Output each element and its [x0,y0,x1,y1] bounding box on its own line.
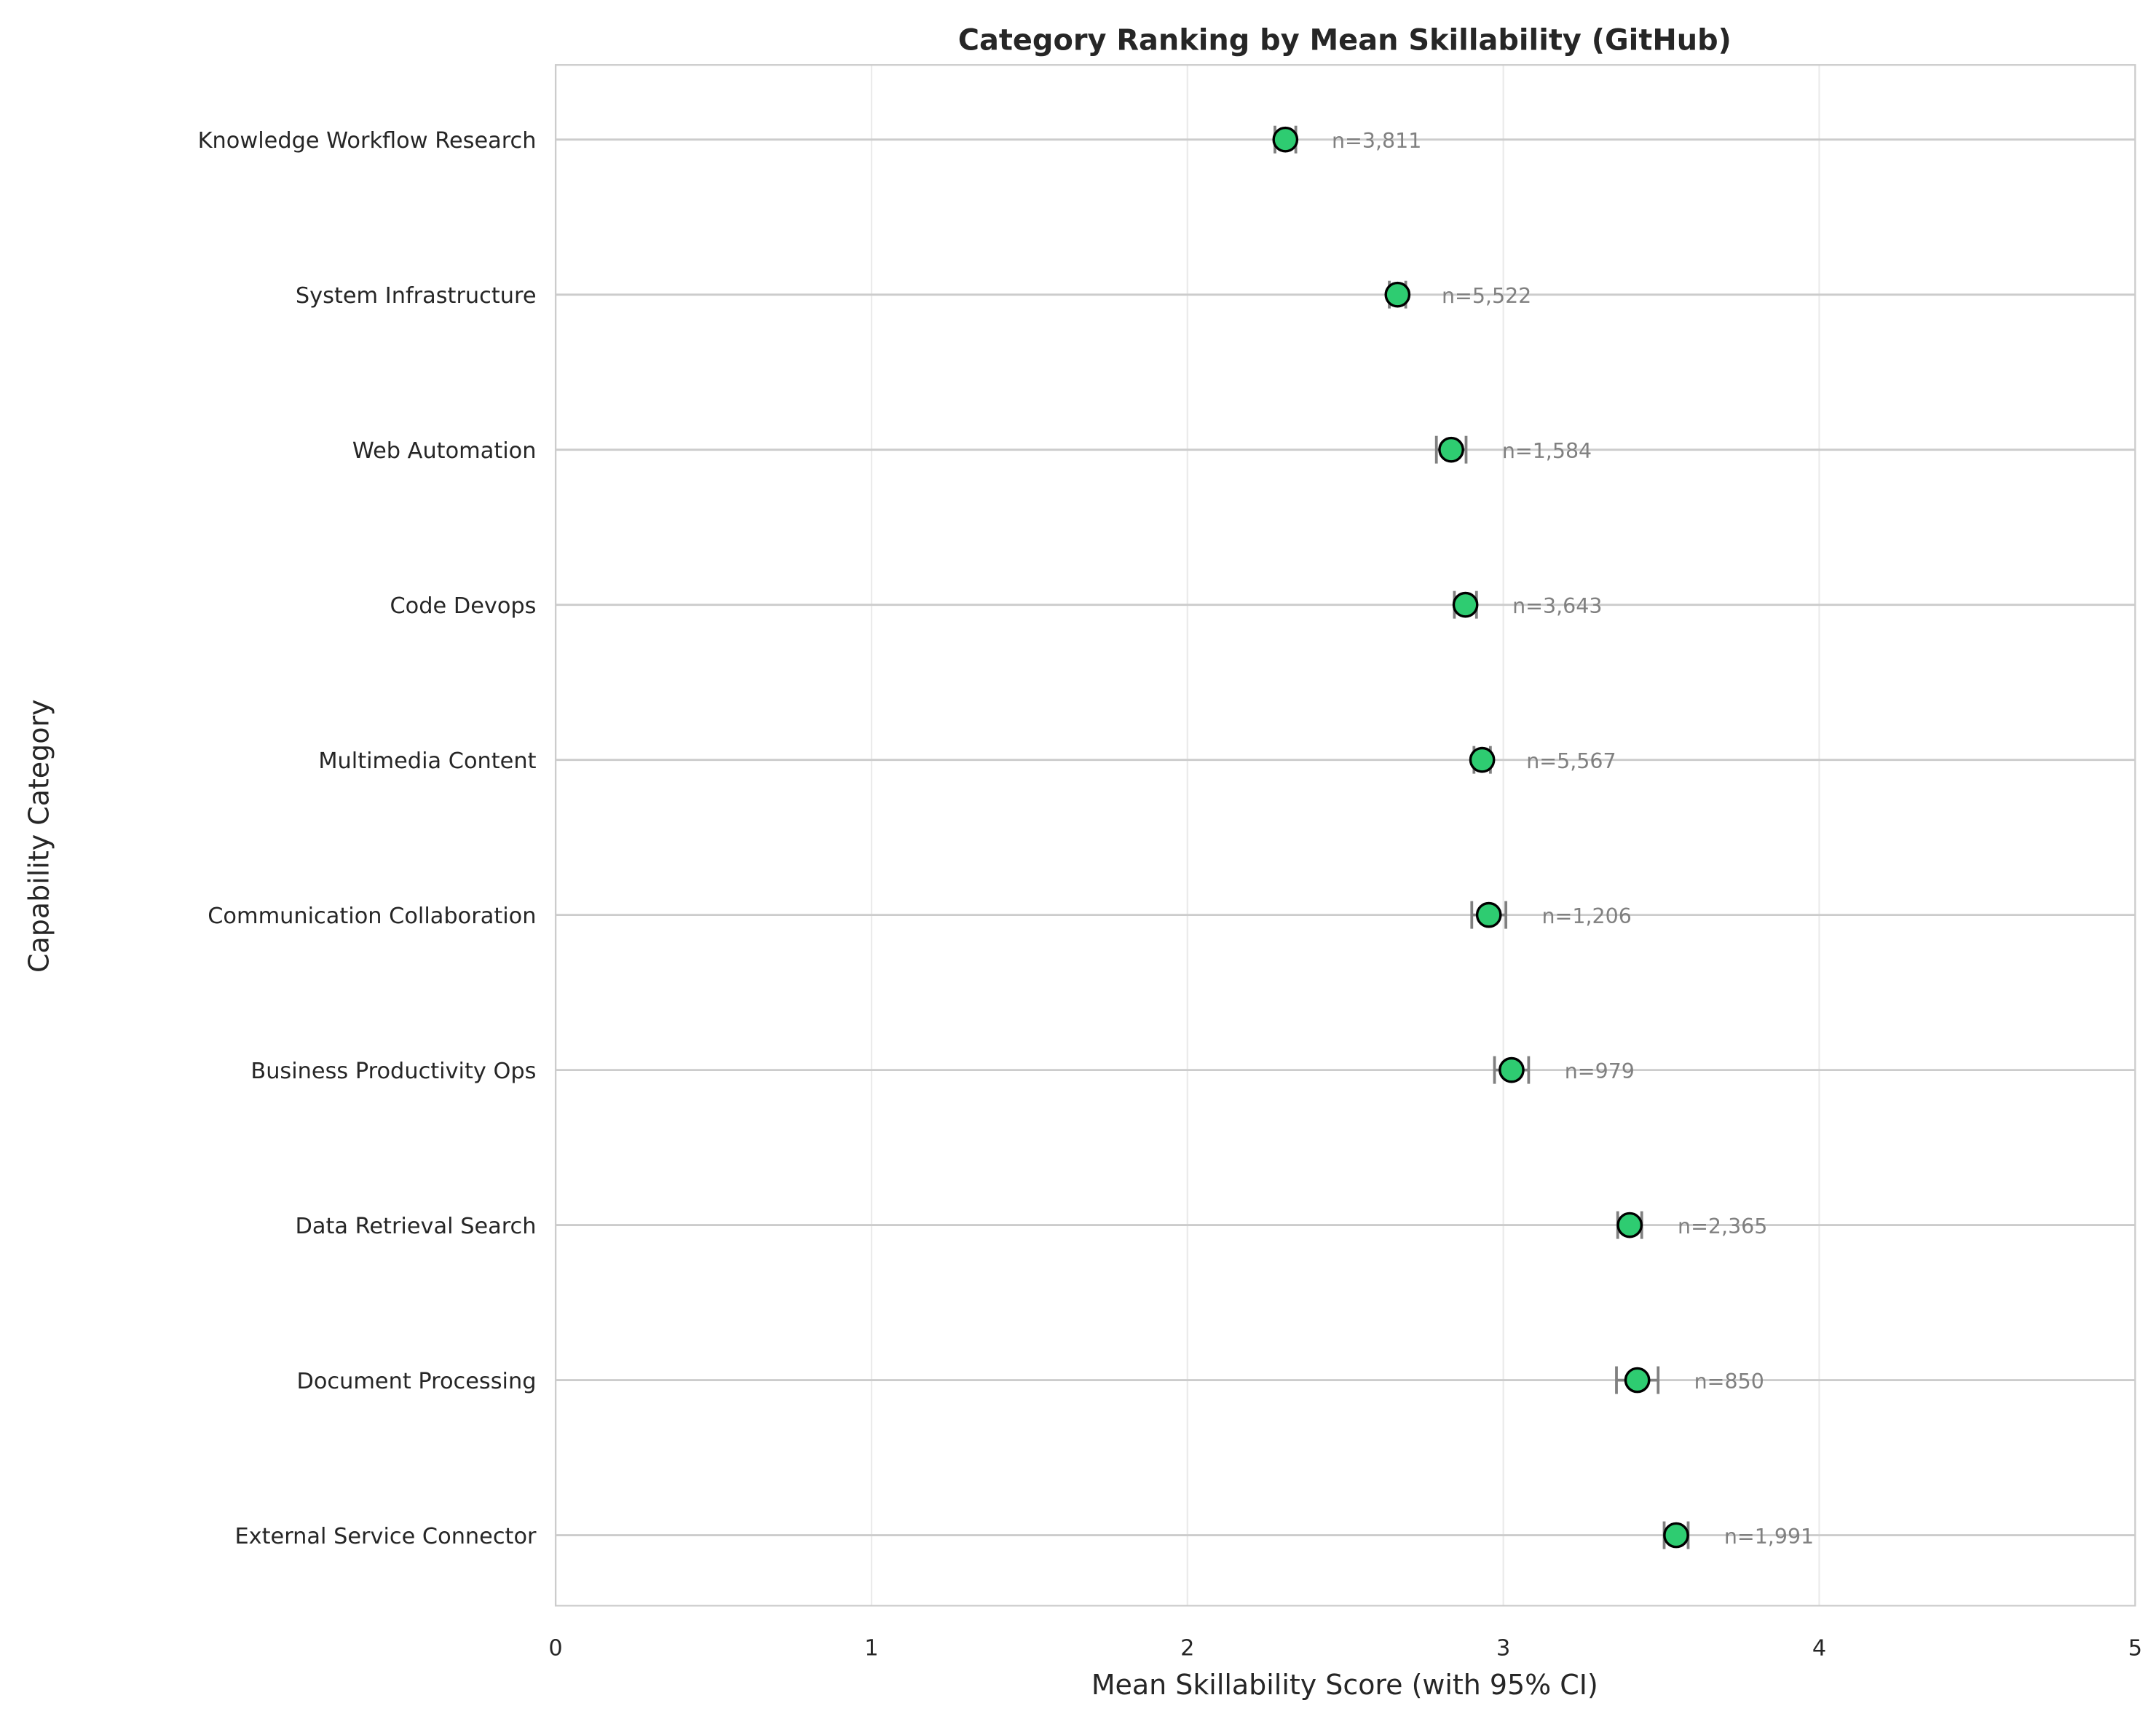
n-label: n=979 [1565,1059,1635,1083]
x-tick-label: 0 [548,1636,562,1661]
n-label: n=850 [1694,1370,1764,1394]
mean-point [1384,281,1411,308]
y-category-label: Data Retrieval Search [296,1214,537,1239]
y-category-label: Document Processing [296,1369,536,1394]
n-label: n=1,206 [1541,904,1631,928]
marks: n=3,811 n=5,522 n=1,584 n=3,643 n=5,567 n=1,2… [1272,125,1814,1549]
y-category-labels: Knowledge Workflow Research System Infras… [198,128,537,1549]
n-label: n=3,643 [1512,594,1602,618]
x-tick-label: 1 [864,1636,878,1661]
n-label: n=1,584 [1502,439,1592,463]
mean-point [1272,126,1299,153]
mean-point [1469,746,1496,773]
mean-point [1475,901,1502,928]
mean-point [1498,1056,1525,1083]
x-tick-labels: 0 1 2 3 4 5 [548,1636,2142,1661]
mean-point [1624,1367,1651,1394]
chart-title: Category Ranking by Mean Skillability (G… [958,23,1731,57]
n-label: n=5,567 [1526,749,1616,773]
y-category-label: Multimedia Content [318,748,536,774]
mean-point [1616,1212,1643,1238]
y-category-label: Communication Collaboration [208,904,536,929]
n-label: n=1,991 [1724,1525,1814,1549]
y-category-label: Code Devops [390,593,536,619]
x-axis-label: Mean Skillability Score (with 95% CI) [1091,1669,1598,1701]
y-category-label: Knowledge Workflow Research [198,128,537,154]
n-label: n=2,365 [1678,1214,1767,1238]
y-category-label: System Infrastructure [296,283,537,309]
mean-point [1452,591,1479,618]
y-category-label: External Service Connector [234,1524,537,1549]
plot-frame [554,64,2136,1607]
y-category-label: Web Automation [352,438,537,464]
y-axis-label: Capability Category [23,700,55,973]
n-label: n=5,522 [1442,284,1531,308]
x-tick-label: 2 [1180,1636,1194,1661]
x-tick-label: 3 [1496,1636,1510,1661]
x-tick-label: 5 [2128,1636,2142,1661]
y-category-label: Business Productivity Ops [250,1059,536,1084]
n-label: n=3,811 [1332,129,1421,153]
x-tick-label: 4 [1812,1636,1826,1661]
mean-point [1663,1522,1689,1549]
mean-point [1438,436,1464,463]
